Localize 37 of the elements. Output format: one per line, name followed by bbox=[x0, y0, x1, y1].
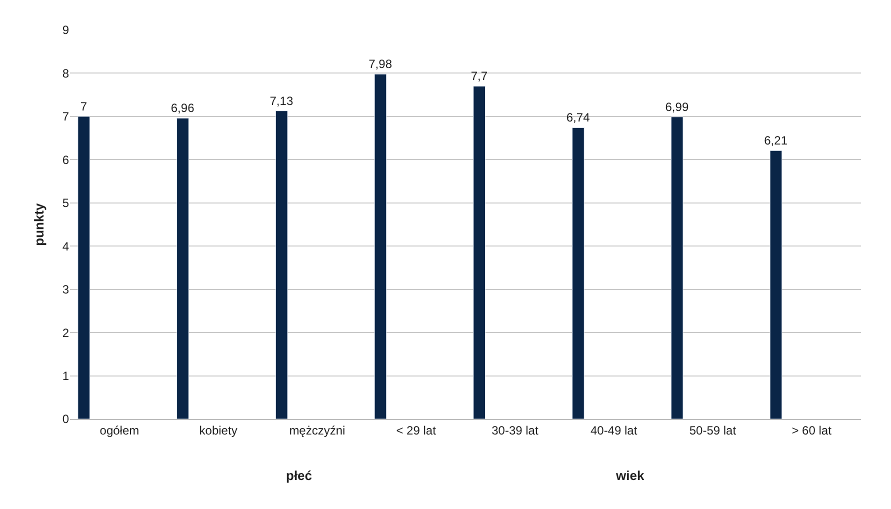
y-tick-label: 0 bbox=[62, 412, 70, 426]
data-label: 6,21 bbox=[764, 134, 788, 148]
x-tick-label: 30-39 lat bbox=[492, 423, 539, 438]
y-tick-label: 3 bbox=[62, 282, 70, 297]
x-tick-label: > 60 lat bbox=[792, 423, 832, 438]
x-tick-label: 50-59 lat bbox=[689, 423, 737, 438]
y-tick-label: 7 bbox=[62, 110, 70, 124]
y-tick-label: 5 bbox=[62, 196, 70, 210]
x-tick-label: 40-49 lat bbox=[590, 423, 638, 438]
y-tick-label: 6 bbox=[62, 152, 70, 167]
y-tick-label: 9 bbox=[62, 23, 70, 38]
y-tick-label: 8 bbox=[62, 66, 70, 80]
data-label: 7,98 bbox=[368, 57, 392, 72]
text: płeć bbox=[286, 468, 312, 483]
x-tick-label: ogółem bbox=[100, 423, 140, 438]
bar bbox=[770, 150, 782, 419]
bar bbox=[78, 116, 90, 419]
bar bbox=[572, 127, 584, 419]
bar bbox=[473, 86, 486, 419]
bar bbox=[374, 74, 387, 419]
bar bbox=[176, 118, 189, 419]
data-label: 6,74 bbox=[566, 110, 590, 125]
x-tick-label: mężczyźni bbox=[289, 423, 346, 438]
data-label: 7,13 bbox=[270, 94, 294, 108]
text: wiek bbox=[615, 468, 645, 483]
y-axis-title: punkty bbox=[31, 202, 46, 246]
bar bbox=[275, 110, 288, 419]
y-tick-label: 2 bbox=[62, 326, 70, 340]
y-tick-label: 1 bbox=[62, 368, 70, 383]
x-tick-label: kobiety bbox=[199, 423, 238, 438]
data-label: 7 bbox=[80, 99, 88, 114]
y-tick-label: 4 bbox=[62, 239, 70, 254]
bar bbox=[670, 116, 684, 419]
x-tick-label: < 29 lat bbox=[396, 423, 437, 438]
data-label: 7,7 bbox=[470, 69, 488, 84]
data-label: 6,96 bbox=[170, 101, 195, 116]
data-label: 6,99 bbox=[665, 100, 689, 114]
